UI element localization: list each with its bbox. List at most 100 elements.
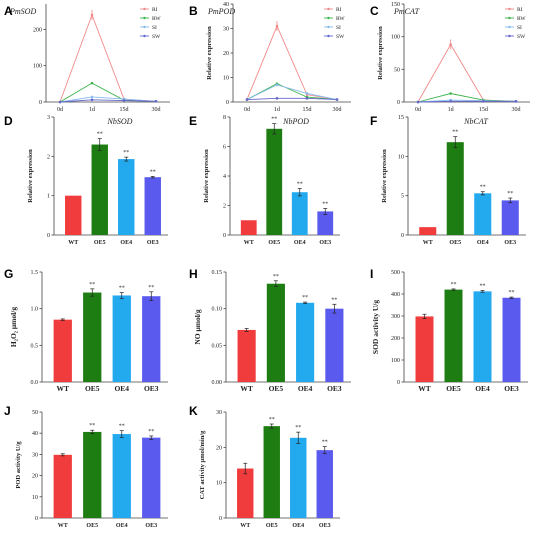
y-tick-label: 10: [216, 481, 222, 487]
significance-marker: **: [148, 429, 154, 435]
bar-oe5: [83, 292, 102, 382]
y-tick-label: 0: [47, 233, 50, 239]
bar-oe4: [112, 295, 131, 382]
significance-marker: **: [322, 201, 328, 207]
y-tick-label: 10: [398, 154, 404, 160]
y-tick-label: 200: [33, 27, 42, 33]
y-tick-label: 10: [223, 76, 229, 82]
legend-label: SW: [517, 34, 526, 40]
y-axis-title: POD activity U/g: [15, 441, 22, 489]
y-tick-label: 6: [223, 145, 226, 151]
y-tick-label: 50: [32, 410, 38, 416]
data-point: [245, 98, 249, 101]
x-tick-label: WT: [68, 240, 78, 246]
panel-label-h: H: [189, 267, 198, 281]
y-tick-label: 0: [397, 100, 400, 106]
y-tick-label: 0: [397, 380, 400, 386]
significance-marker: **: [322, 440, 328, 446]
y-tick-label: 20: [223, 51, 229, 57]
x-tick-label: 30d: [152, 107, 161, 113]
bar-chart-F: 0 5 10 15 Relative expression WT ** OE5 ** OE4 ** O…: [381, 115, 526, 246]
x-tick-label: OE5: [449, 240, 461, 246]
significance-marker: **: [119, 424, 125, 430]
bar-wt: [53, 319, 72, 382]
legend-marker: [508, 25, 511, 29]
y-tick-label: 200: [391, 336, 400, 342]
x-tick-label: OE4: [120, 240, 132, 246]
x-tick-label: OE4: [294, 240, 306, 246]
bar-oe3: [144, 177, 161, 235]
data-point: [305, 97, 309, 100]
panel-title: NbSOD: [107, 117, 133, 126]
data-point: [58, 100, 62, 104]
x-tick-label: WT: [240, 384, 253, 393]
bar-oe5: [83, 431, 102, 518]
y-axis-title: NO μmol/g: [193, 309, 202, 345]
y-tick-label: 2: [47, 154, 50, 160]
bar-oe3: [142, 296, 161, 382]
data-point: [449, 100, 452, 103]
series-line-rw: [59, 82, 157, 103]
x-tick-label: OE4: [298, 384, 313, 393]
y-tick-label: 0.05: [212, 343, 223, 349]
y-tick-label: 0.15: [212, 270, 223, 276]
x-tick-label: OE5: [85, 384, 100, 393]
data-point: [482, 100, 485, 103]
bar-wt: [240, 220, 257, 235]
legend-marker: [327, 25, 330, 29]
y-tick-label: 150: [391, 2, 400, 8]
bar-oe4: [291, 192, 308, 235]
x-tick-label: 0d: [244, 107, 250, 113]
panel-label-b: B: [189, 4, 198, 18]
x-tick-label: 1d: [89, 107, 95, 113]
legend-marker: [508, 7, 511, 11]
bar-oe4: [112, 434, 131, 518]
series-line-ri: [59, 13, 157, 103]
x-tick-label: OE3: [147, 240, 159, 246]
bar-oe5: [446, 142, 464, 235]
y-tick-label: 2: [223, 204, 226, 210]
legend-marker: [143, 7, 146, 11]
y-tick-label: 1.5: [31, 270, 39, 276]
panel-label-j: J: [4, 404, 11, 418]
y-tick-label: 400: [391, 292, 400, 298]
x-tick-label: OE3: [145, 523, 157, 529]
panel-label-k: K: [189, 404, 198, 418]
significance-marker: **: [271, 117, 277, 123]
line-chart-B: 0 10 20 30 40 Relative expression 0d 1d 15d 30d RI…: [206, 2, 351, 113]
data-point: [90, 95, 94, 99]
y-tick-label: 4: [223, 174, 226, 180]
significance-marker: **: [451, 282, 457, 288]
bar-oe4: [473, 291, 492, 382]
significance-marker: **: [89, 423, 95, 429]
x-tick-label: WT: [423, 240, 433, 246]
significance-marker: **: [97, 132, 103, 138]
data-point: [416, 100, 420, 104]
significance-marker: **: [269, 417, 275, 423]
x-tick-label: 30d: [333, 107, 342, 113]
bar-wt: [237, 329, 256, 382]
x-tick-label: OE3: [504, 384, 519, 393]
x-tick-label: OE4: [114, 384, 129, 393]
y-tick-label: 50: [394, 67, 400, 73]
legend-label: SI: [152, 25, 157, 31]
bar-oe4: [296, 302, 315, 382]
series-line-si: [59, 96, 157, 103]
x-tick-label: OE5: [269, 384, 284, 393]
y-tick-label: 40: [32, 431, 38, 437]
data-point: [275, 83, 279, 87]
y-tick-label: 20: [32, 474, 38, 480]
bar-chart-K: 0 10 20 30 CAT activity μmol/min/g WT ** OE5 ** O…: [199, 410, 340, 529]
panel-title: NbPOD: [282, 117, 309, 126]
y-tick-label: 100: [391, 35, 400, 41]
bar-oe5: [91, 144, 108, 235]
bar-oe3: [317, 211, 334, 235]
x-tick-label: OE3: [327, 384, 342, 393]
y-tick-label: 30: [223, 27, 229, 33]
x-tick-label: 30d: [512, 107, 521, 113]
bar-oe5: [263, 426, 280, 518]
legend-marker: [327, 7, 330, 11]
y-axis-title: Relative expression: [377, 26, 384, 80]
significance-marker: **: [507, 191, 513, 197]
significance-marker: **: [480, 283, 486, 289]
